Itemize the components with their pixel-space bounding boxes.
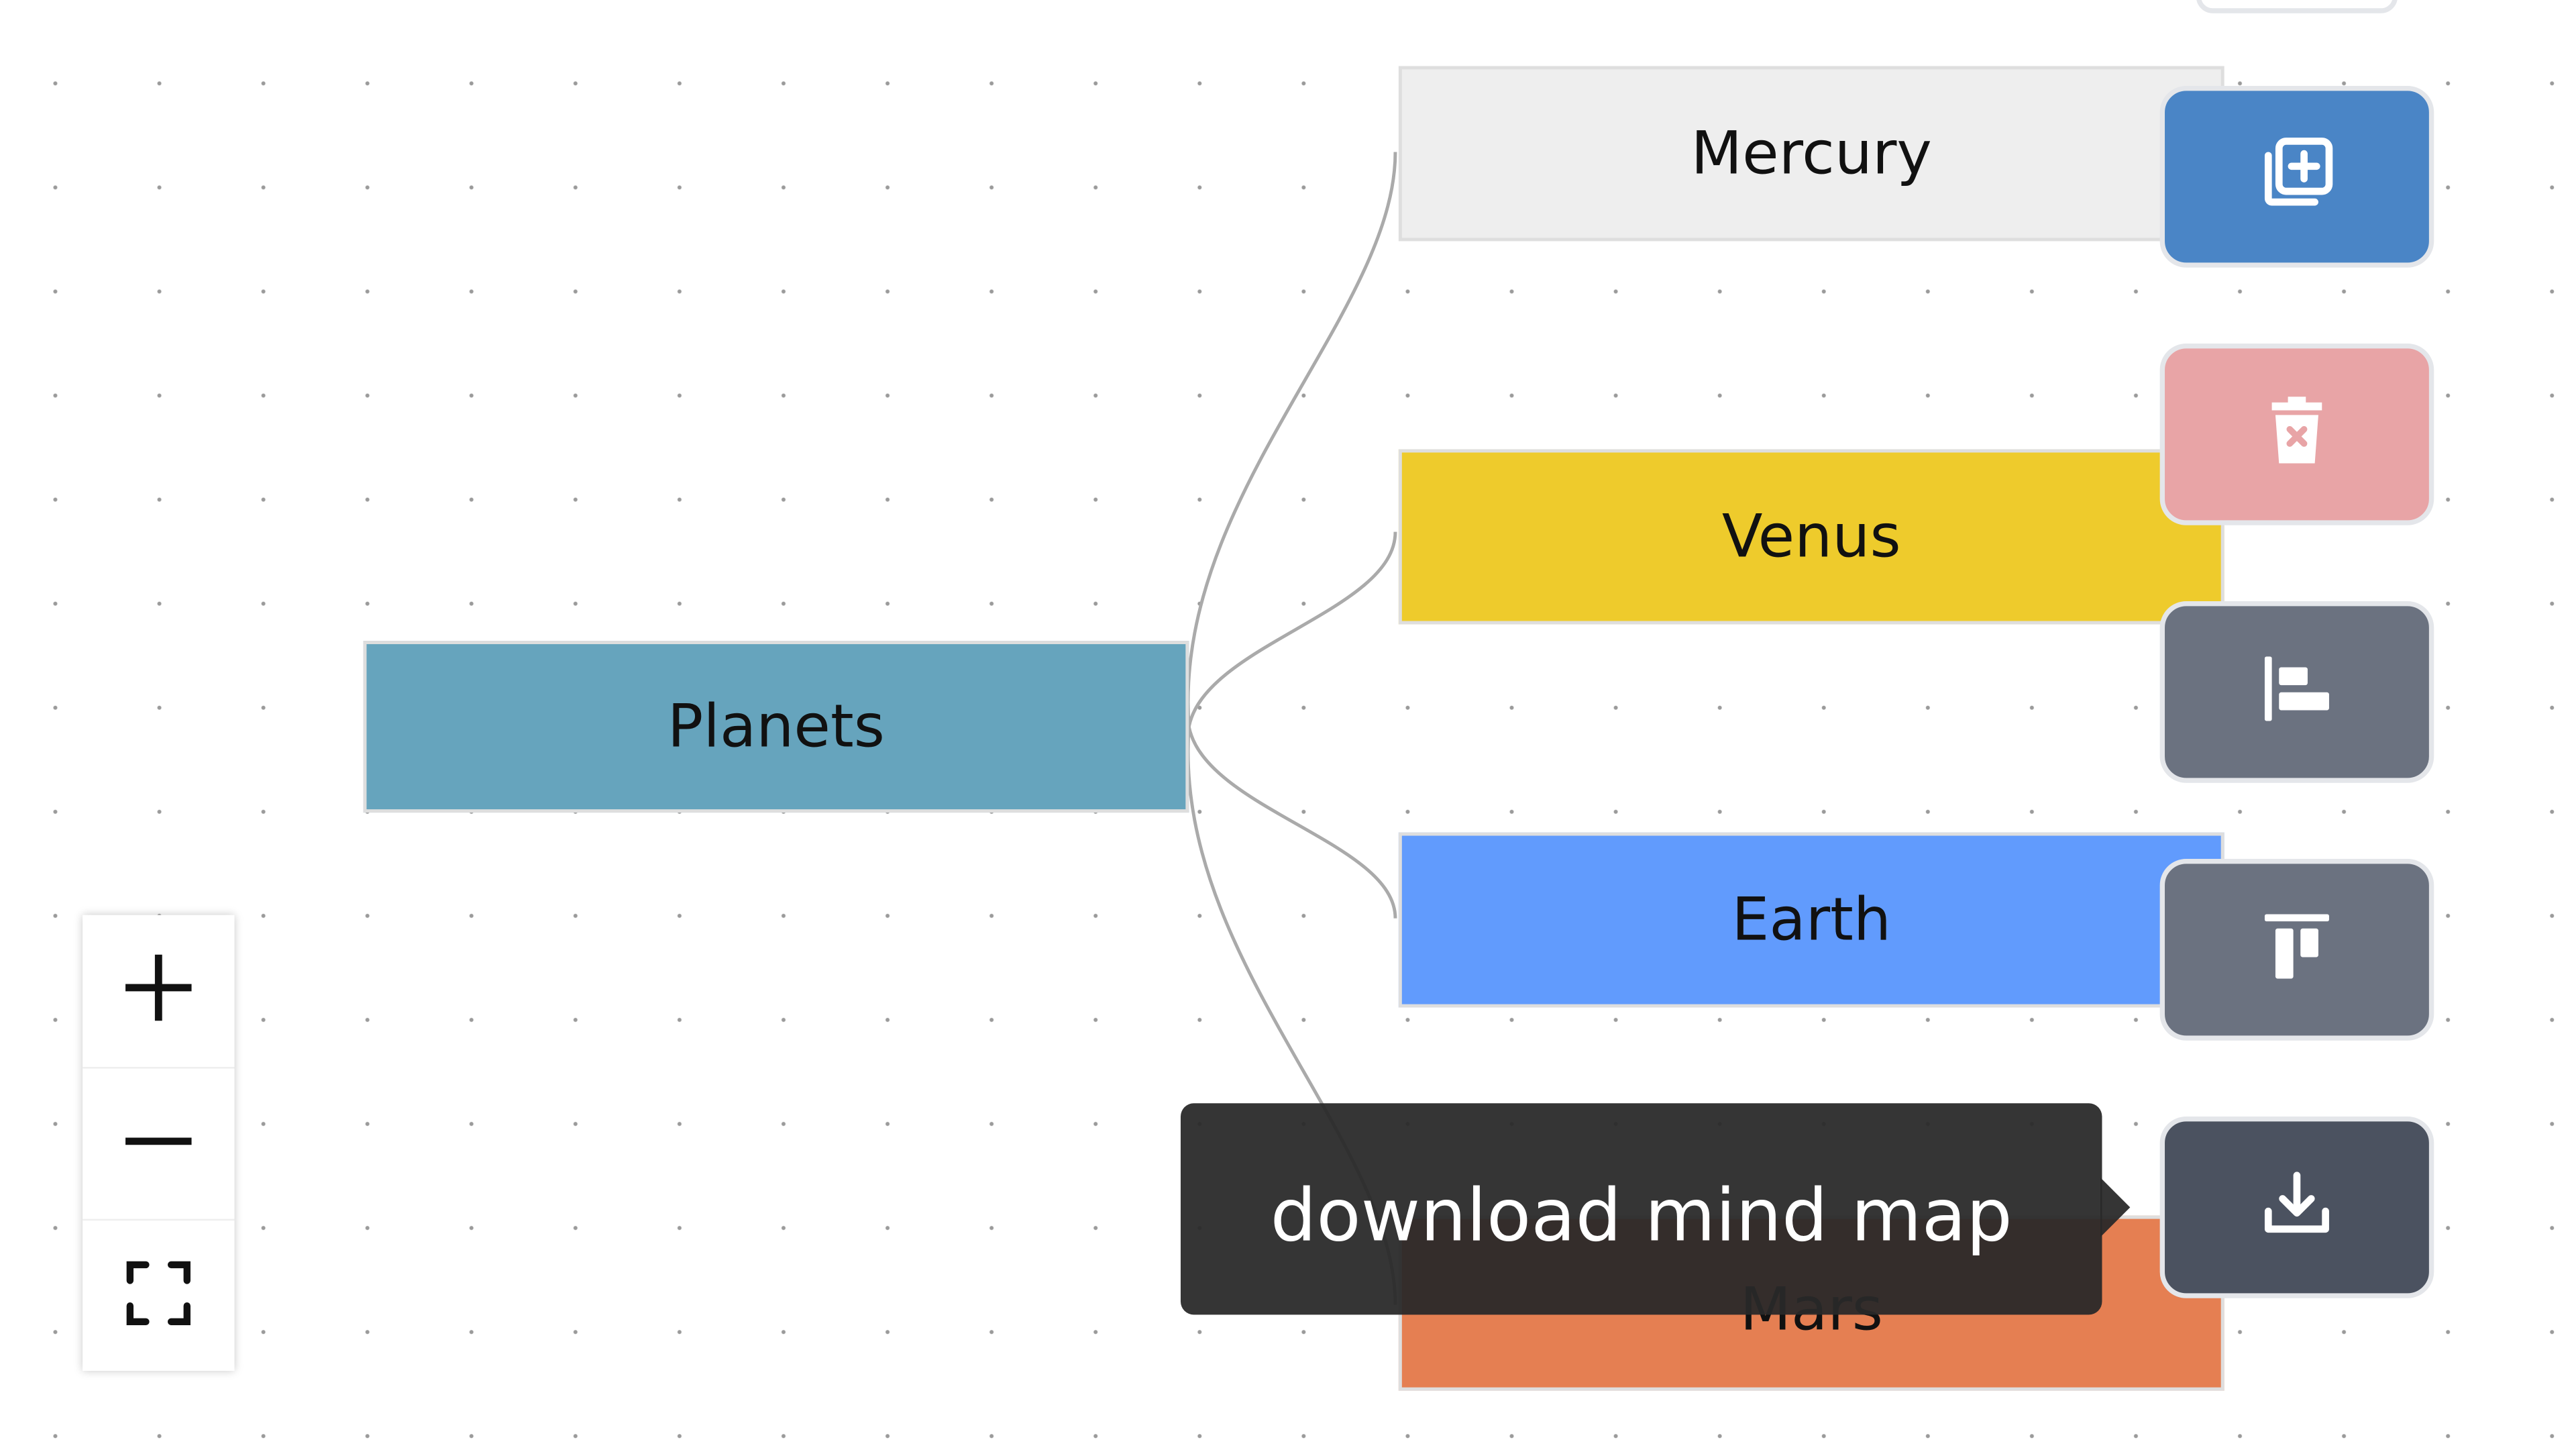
align-left-icon <box>2254 645 2340 738</box>
node-label: Earth <box>1731 886 1892 954</box>
edge-planets-earth <box>1187 726 1397 919</box>
node-earth[interactable]: Earth <box>1398 832 2224 1008</box>
fit-view-button[interactable] <box>83 1219 235 1373</box>
align-left-button[interactable] <box>2159 601 2434 783</box>
node-label: Venus <box>1721 503 1901 571</box>
delete-node-button[interactable] <box>2159 343 2434 525</box>
zoom-in-button[interactable] <box>83 915 234 1067</box>
add-node-icon <box>2254 130 2340 223</box>
fullscreen-icon <box>121 1255 197 1338</box>
align-top-icon <box>2254 903 2340 996</box>
toolbar-top-edge <box>2196 0 2398 13</box>
node-label: Planets <box>667 692 885 761</box>
trash-icon <box>2254 388 2340 480</box>
node-planets[interactable]: Planets <box>363 641 1189 813</box>
zoom-out-button[interactable] <box>83 1067 235 1221</box>
node-venus[interactable]: Venus <box>1398 449 2224 625</box>
tooltip-arrow <box>2100 1178 2131 1237</box>
add-node-button[interactable] <box>2159 85 2434 268</box>
edge-planets-mercury <box>1186 152 1397 727</box>
download-button[interactable] <box>2159 1116 2434 1298</box>
node-mercury[interactable]: Mercury <box>1398 66 2224 242</box>
minus-icon <box>119 1102 198 1188</box>
node-label: Mercury <box>1690 119 1932 188</box>
align-top-button[interactable] <box>2159 858 2434 1041</box>
plus-icon <box>119 948 198 1034</box>
zoom-controls <box>83 915 235 1373</box>
tooltip-text: download mind map <box>1270 1173 2012 1258</box>
edge-planets-venus <box>1187 531 1397 727</box>
download-icon <box>2254 1161 2340 1253</box>
tooltip: download mind map <box>1180 1103 2102 1315</box>
